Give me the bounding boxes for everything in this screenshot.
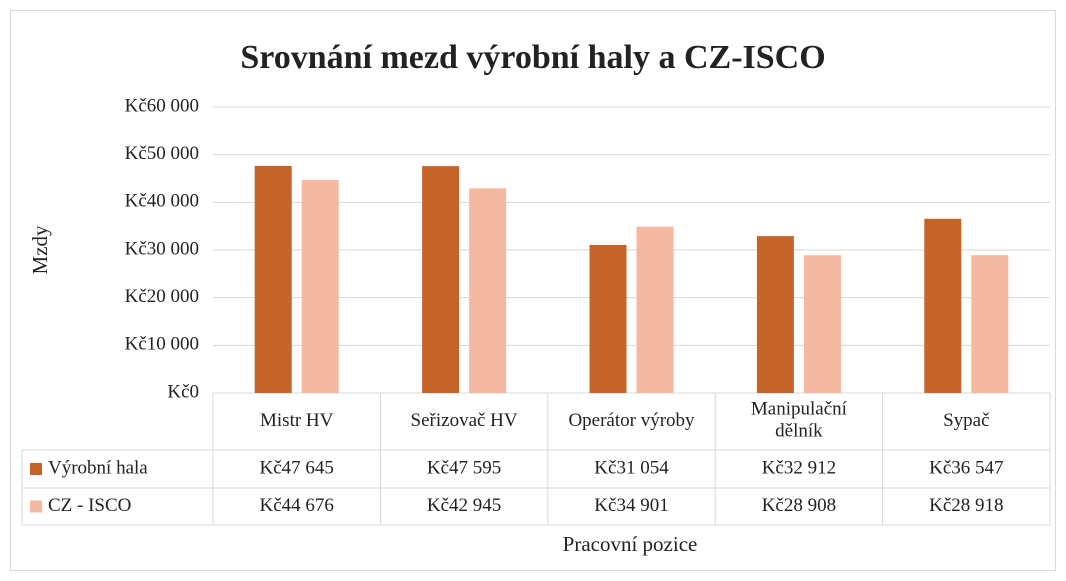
legend-label: Výrobní hala xyxy=(48,457,148,478)
data-table-value: Kč44 676 xyxy=(259,495,333,516)
y-tick-label: Kč30 000 xyxy=(125,238,199,259)
data-table-value: Kč36 547 xyxy=(929,457,1003,478)
data-table-value: Kč32 912 xyxy=(762,457,836,478)
bar xyxy=(636,226,674,393)
data-table-value: Kč31 054 xyxy=(594,457,669,478)
x-tick-label: Manipulační dělník xyxy=(751,399,848,442)
x-axis-label: Pracovní pozice xyxy=(563,532,698,556)
bar xyxy=(301,180,339,393)
bar xyxy=(924,218,962,393)
legend-key xyxy=(30,500,42,513)
bar xyxy=(971,255,1009,393)
bar xyxy=(589,244,627,393)
x-tick-label: Sypač xyxy=(943,410,989,431)
legend-label: CZ - ISCO xyxy=(48,495,131,516)
data-table-value: Kč28 908 xyxy=(762,495,836,516)
legend-key xyxy=(30,463,42,475)
data-table-value: Kč34 901 xyxy=(594,495,668,516)
y-tick-label: Kč20 000 xyxy=(125,286,199,307)
y-axis-label: Mzdy xyxy=(28,225,52,274)
bar xyxy=(422,166,460,393)
x-tick-label: Mistr HV xyxy=(260,410,334,431)
bar xyxy=(469,188,507,393)
data-table-value: Kč28 918 xyxy=(929,495,1003,516)
y-tick-label: Kč50 000 xyxy=(125,143,199,164)
x-tick-label: Seřizovač HV xyxy=(411,410,518,431)
bar xyxy=(756,236,794,393)
y-tick-label: Kč40 000 xyxy=(125,191,199,212)
y-tick-label: Kč0 xyxy=(167,381,199,402)
data-table-value: Kč47 645 xyxy=(259,457,333,478)
data-table-value: Kč47 595 xyxy=(427,457,501,478)
y-tick-label: Kč10 000 xyxy=(125,334,199,355)
y-tick-label: Kč60 000 xyxy=(125,95,199,116)
chart-frame xyxy=(10,10,1056,571)
bar xyxy=(254,165,292,393)
chart-title: Srovnání mezd výrobní haly a CZ-ISCO xyxy=(240,39,825,76)
data-table-value: Kč42 945 xyxy=(427,495,501,516)
x-tick-label: Operátor výroby xyxy=(568,410,695,431)
bar xyxy=(803,255,841,393)
